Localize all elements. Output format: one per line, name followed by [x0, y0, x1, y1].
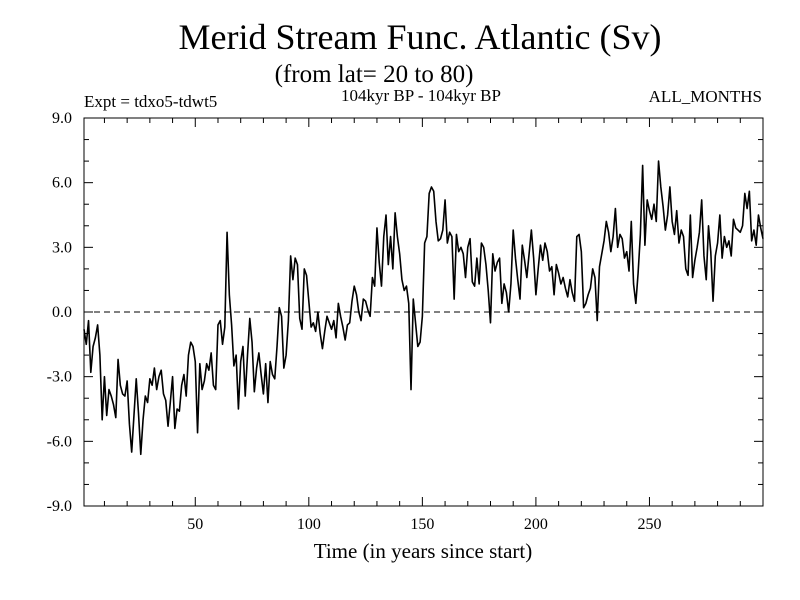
period-label: 104kyr BP - 104kyr BP: [341, 86, 501, 105]
tick-labels: 50 100 150 200 250 -9.0 -6.0 -3.0 0.0 3.0 6.0 9.0: [47, 110, 662, 533]
y-tick-label: -6.0: [47, 433, 72, 450]
chart-title: Merid Stream Func. Atlantic (Sv): [179, 17, 662, 57]
y-tick-label: 3.0: [52, 239, 72, 256]
y-tick-label: -3.0: [47, 369, 72, 386]
x-tick-label: 250: [637, 516, 661, 533]
y-tick-label: 6.0: [52, 175, 72, 192]
x-tick-label: 100: [297, 516, 321, 533]
y-tick-label: -9.0: [47, 498, 72, 515]
series-line: [83, 160, 764, 456]
experiment-label: Expt = tdxo5-tdwt5: [84, 92, 217, 111]
x-tick-label: 200: [524, 516, 548, 533]
x-tick-label: 150: [410, 516, 434, 533]
months-label: ALL_MONTHS: [649, 87, 762, 106]
y-tick-label: 0.0: [52, 304, 72, 321]
y-tick-label: 9.0: [52, 110, 72, 127]
chart-subtitle: (from lat= 20 to 80): [275, 61, 474, 88]
x-axis-label: Time (in years since start): [314, 539, 533, 563]
x-tick-label: 50: [187, 516, 203, 533]
axis-ticks: [84, 117, 764, 507]
